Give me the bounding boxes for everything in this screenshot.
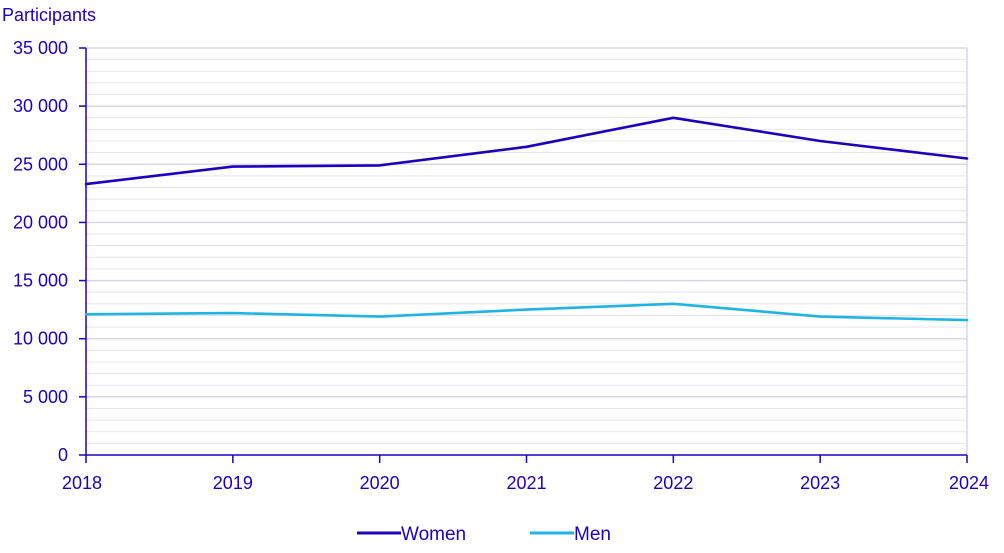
series-line-women <box>84 116 969 186</box>
y-tick-label: 30 000 <box>13 96 68 116</box>
legend-label-men: Men <box>574 524 611 545</box>
y-tick-label: 10 000 <box>13 329 68 349</box>
y-tick-label: 20 000 <box>13 212 68 232</box>
y-axis-title: Participants <box>2 5 96 25</box>
x-tick-label: 2019 <box>213 473 253 493</box>
y-tick-label: 35 000 <box>13 38 68 58</box>
y-tick-labels: 0 5 000 10 000 15 000 20 000 25 000 30 000 35 0… <box>13 38 68 465</box>
grid-lines <box>86 47 968 455</box>
x-tick-label: 2022 <box>653 473 693 493</box>
legend-label-women: Women <box>401 524 466 545</box>
x-tick-label: 2024 <box>949 473 989 493</box>
series-lines <box>84 116 969 322</box>
y-tick-label: 25 000 <box>13 154 68 174</box>
y-tick-label: 0 <box>58 445 68 465</box>
x-tick-label: 2023 <box>800 473 840 493</box>
series-line-men <box>84 302 969 322</box>
y-tick-label: 15 000 <box>13 271 68 291</box>
legend: Women Men <box>357 524 611 545</box>
x-tick-label: 2021 <box>506 473 546 493</box>
x-tick-labels: 2018 2019 2020 2021 2022 2023 2024 <box>62 473 989 493</box>
y-tick-label: 5 000 <box>23 387 68 407</box>
axes <box>79 47 968 463</box>
x-tick-label: 2020 <box>360 473 400 493</box>
x-tick-label: 2018 <box>62 473 102 493</box>
